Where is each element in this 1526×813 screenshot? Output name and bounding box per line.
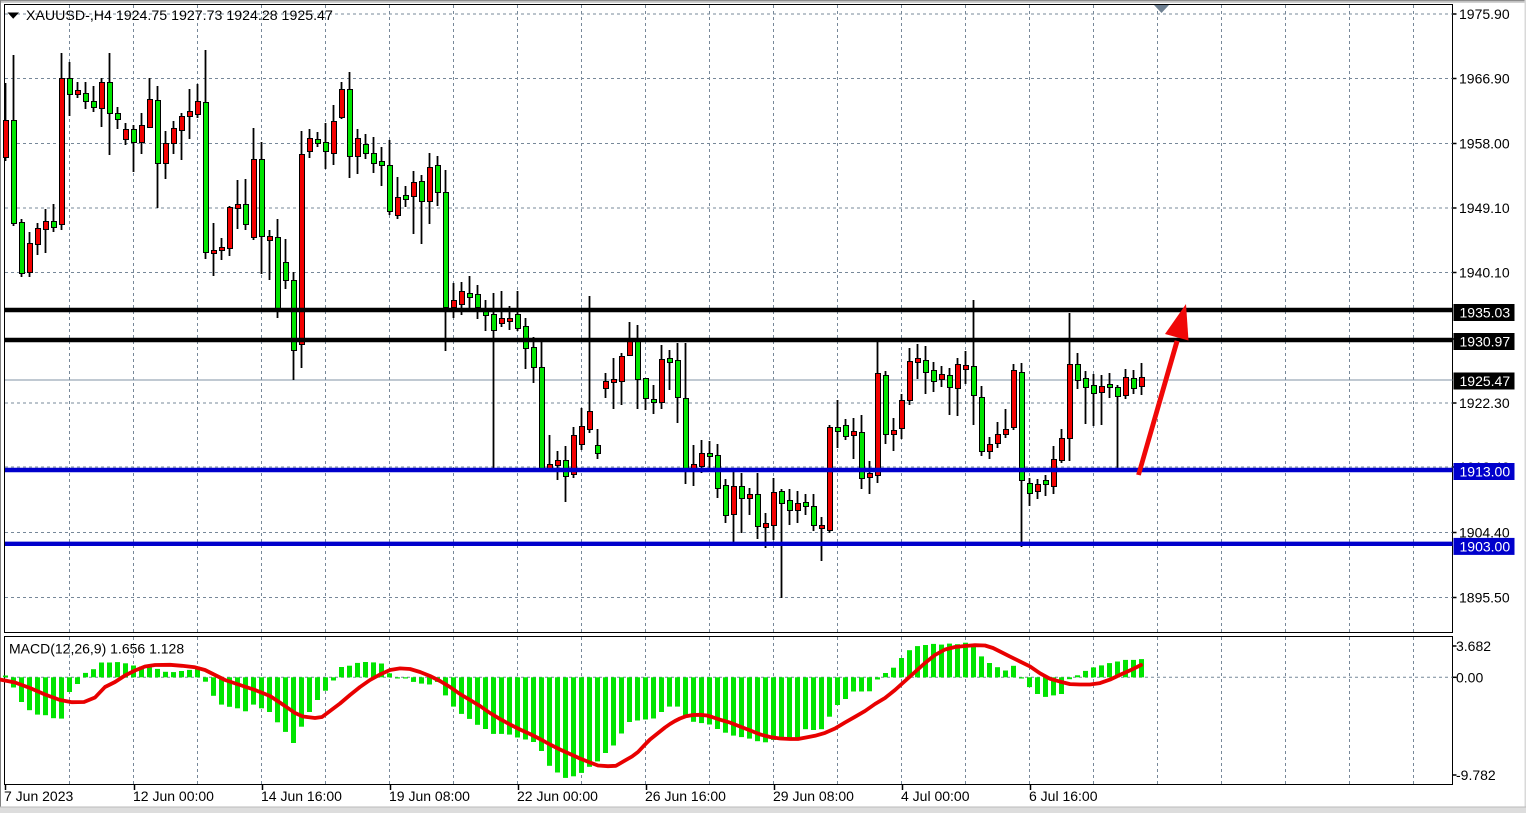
svg-text:1925.47: 1925.47	[1460, 373, 1511, 389]
svg-text:1949.10: 1949.10	[1459, 200, 1510, 216]
svg-text:1913.00: 1913.00	[1460, 464, 1511, 480]
svg-text:1975.90: 1975.90	[1459, 6, 1510, 22]
svg-text:0.00: 0.00	[1456, 669, 1483, 685]
svg-text:29 Jun 08:00: 29 Jun 08:00	[773, 788, 854, 804]
svg-text:14 Jun 16:00: 14 Jun 16:00	[261, 788, 342, 804]
svg-text:1895.50: 1895.50	[1459, 590, 1510, 606]
svg-text:MACD(12,26,9) 1.656 1.128: MACD(12,26,9) 1.656 1.128	[9, 641, 184, 657]
svg-text:7 Jun 2023: 7 Jun 2023	[4, 788, 73, 804]
svg-text:3.682: 3.682	[1456, 638, 1491, 654]
svg-text:22 Jun 00:00: 22 Jun 00:00	[517, 788, 598, 804]
svg-text:12 Jun 00:00: 12 Jun 00:00	[133, 788, 214, 804]
svg-text:1903.00: 1903.00	[1460, 538, 1511, 554]
svg-text:-9.782: -9.782	[1456, 767, 1496, 783]
svg-text:1940.10: 1940.10	[1459, 265, 1510, 281]
svg-text:26 Jun 16:00: 26 Jun 16:00	[645, 788, 726, 804]
svg-text:1904.40: 1904.40	[1459, 525, 1510, 541]
svg-text:1930.97: 1930.97	[1460, 334, 1511, 350]
svg-text:4 Jul 00:00: 4 Jul 00:00	[901, 788, 970, 804]
svg-text:1922.30: 1922.30	[1459, 395, 1510, 411]
svg-text:1966.90: 1966.90	[1459, 71, 1510, 87]
svg-text:XAUUSD-,H4 1924.75 1927.73 19: XAUUSD-,H4 1924.75 1927.73 1924.28 1925.…	[26, 8, 333, 24]
svg-text:6 Jul 16:00: 6 Jul 16:00	[1029, 788, 1098, 804]
svg-text:19 Jun 08:00: 19 Jun 08:00	[389, 788, 470, 804]
svg-text:1935.03: 1935.03	[1460, 305, 1511, 321]
svg-text:1958.00: 1958.00	[1459, 136, 1510, 152]
